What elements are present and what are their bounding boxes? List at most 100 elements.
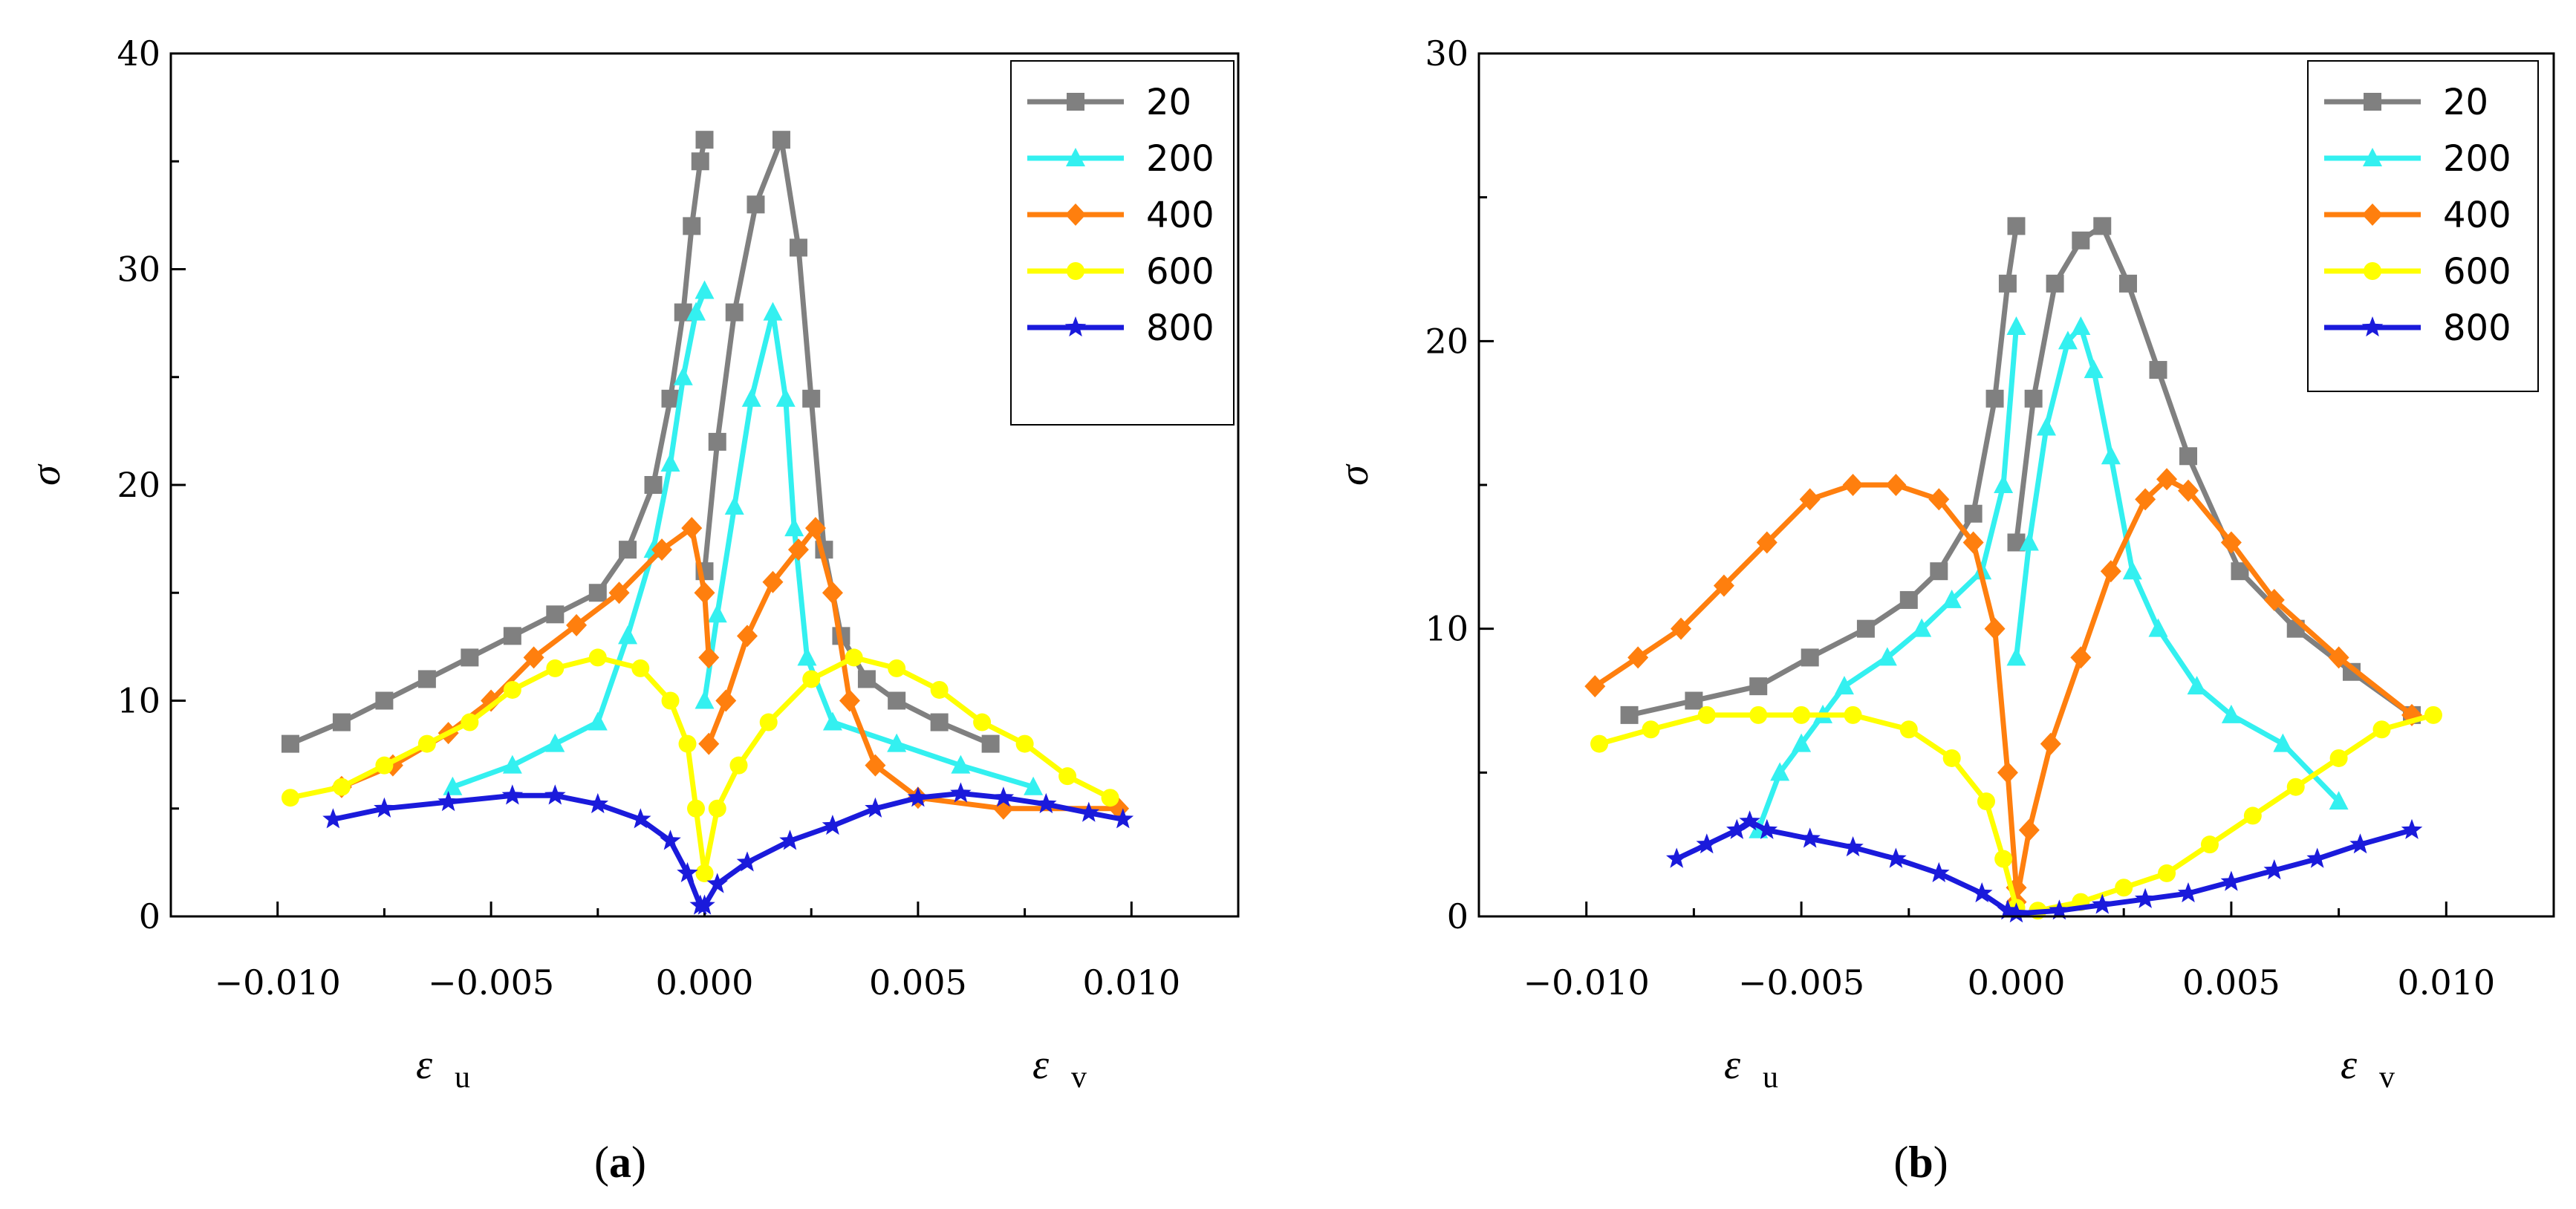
legend-marker-400 xyxy=(1065,203,1086,226)
point-400 xyxy=(1842,474,1864,496)
x-tick-label: 0.005 xyxy=(869,962,967,1003)
point-600 xyxy=(708,799,726,818)
point-200 xyxy=(2006,316,2026,335)
x-axis-label-right: ε xyxy=(2341,1042,2358,1088)
ticks-b: −0.010 −0.005 0.000 0.005 0.010 0 10 20 30 xyxy=(1425,33,2495,1003)
point-200 xyxy=(1877,647,1897,666)
point-20 xyxy=(1749,677,1768,696)
point-200 xyxy=(686,302,706,321)
series-800 xyxy=(1666,810,2423,923)
point-200 xyxy=(2058,330,2078,350)
point-600 xyxy=(1977,792,1995,811)
point-800 xyxy=(706,873,728,893)
point-600 xyxy=(1101,789,1119,807)
series-600 xyxy=(281,648,1119,882)
series-200-left-line xyxy=(452,290,707,789)
plot-frame xyxy=(169,52,1240,918)
point-800 xyxy=(1696,833,1717,854)
point-200 xyxy=(2221,704,2241,723)
legend-marker-400 xyxy=(2362,203,2383,226)
y-tick-label: 20 xyxy=(117,465,160,505)
point-600 xyxy=(503,680,521,699)
x-axis-label-right-subscript: v xyxy=(2379,1060,2395,1095)
point-600 xyxy=(695,864,714,882)
legend-label-200: 200 xyxy=(1146,138,1214,180)
point-800 xyxy=(677,861,698,882)
point-20 xyxy=(2179,447,2198,466)
x-axis-label-left: ε xyxy=(1724,1042,1741,1088)
ticks-a: −0.010 −0.005 0.000 0.005 0.010 0 10 20 30 40 xyxy=(117,33,1180,1003)
point-20 xyxy=(461,648,479,667)
point-600 xyxy=(888,659,906,677)
point-800 xyxy=(630,808,651,829)
point-200 xyxy=(1942,589,1962,608)
series-200-right-line xyxy=(2014,324,2341,804)
point-20 xyxy=(747,195,765,214)
point-20 xyxy=(1930,562,1948,581)
point-600 xyxy=(417,734,436,753)
point-200 xyxy=(618,625,638,645)
point-600 xyxy=(1058,767,1077,786)
point-600 xyxy=(2200,835,2219,854)
point-400 xyxy=(2178,479,2199,502)
legend-label-400: 400 xyxy=(2443,195,2511,236)
point-200 xyxy=(588,711,608,731)
point-800 xyxy=(2220,870,2242,891)
legend-label-400: 400 xyxy=(1146,195,1214,236)
x-tick-label: 0.000 xyxy=(656,962,754,1003)
point-600 xyxy=(687,799,706,818)
x-tick-label: 0.000 xyxy=(1968,962,2066,1003)
point-400 xyxy=(1799,488,1821,511)
point-400 xyxy=(566,613,588,636)
series-20-left-line xyxy=(1628,225,2019,718)
point-200 xyxy=(2019,532,2039,551)
point-400 xyxy=(698,732,720,755)
point-200 xyxy=(2187,676,2207,695)
point-600 xyxy=(2115,879,2133,897)
point-400 xyxy=(715,689,737,712)
point-200 xyxy=(822,711,842,731)
point-20 xyxy=(1985,389,2004,408)
series-200-right-line xyxy=(702,310,1035,790)
series-20 xyxy=(1620,217,2421,724)
point-400 xyxy=(2156,468,2178,491)
point-800 xyxy=(1885,847,1907,868)
point-20 xyxy=(708,432,726,451)
point-20 xyxy=(772,131,790,149)
y-tick-label: 10 xyxy=(117,681,160,721)
point-800 xyxy=(438,791,459,812)
chart-b-svg: −0.010 −0.005 0.000 0.005 0.010 0 10 20 30 20 200 4… xyxy=(1331,33,2555,1187)
point-20 xyxy=(888,691,906,710)
point-800 xyxy=(1112,808,1134,829)
chart-a-svg: −0.010 −0.005 0.000 0.005 0.0100102030402020… xyxy=(23,33,1240,1187)
point-200 xyxy=(2071,316,2091,335)
point-400 xyxy=(1997,761,2018,784)
point-600 xyxy=(375,756,394,775)
point-400 xyxy=(736,625,758,648)
point-400 xyxy=(1713,574,1734,597)
point-400 xyxy=(2220,531,2242,554)
point-400 xyxy=(2100,560,2121,583)
legend-marker-600 xyxy=(2364,262,2381,280)
point-600 xyxy=(332,778,351,796)
x-tick-label: −0.005 xyxy=(428,962,554,1003)
x-tick-label: −0.010 xyxy=(215,962,341,1003)
legend-a: 20 200 400 600 800 xyxy=(1010,60,1235,426)
point-600 xyxy=(281,789,299,807)
point-20 xyxy=(2007,217,2026,235)
point-800 xyxy=(2401,818,2423,839)
point-20 xyxy=(661,389,680,408)
point-20 xyxy=(1801,648,1819,667)
point-600 xyxy=(759,713,778,731)
point-200 xyxy=(2006,647,2026,666)
series-20 xyxy=(281,131,1000,753)
point-20 xyxy=(332,713,351,731)
point-600 xyxy=(1015,734,1034,753)
point-800 xyxy=(501,784,524,805)
point-800 xyxy=(2306,847,2328,868)
point-20 xyxy=(1856,619,1875,638)
point-20 xyxy=(1998,274,2017,293)
point-800 xyxy=(1078,801,1100,822)
point-600 xyxy=(631,659,650,677)
point-20 xyxy=(981,734,1000,753)
